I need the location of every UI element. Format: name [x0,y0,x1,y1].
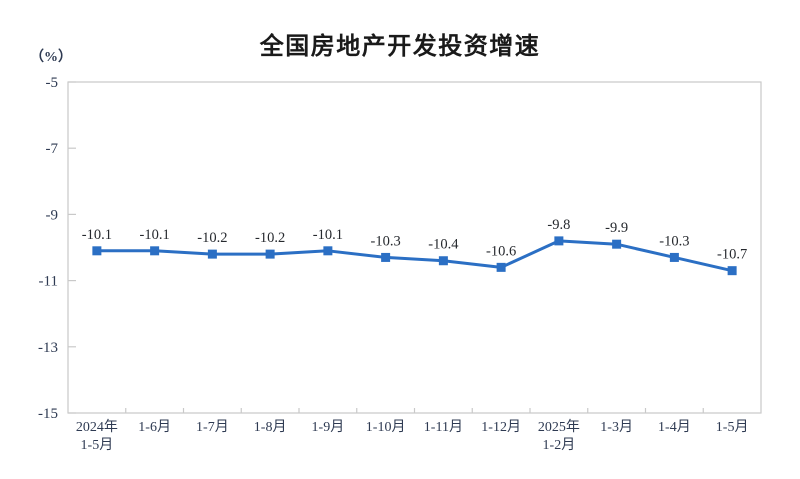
series-line [95,239,734,273]
data-point-marker [669,252,679,262]
x-axis-category-label: 1-3月 [600,419,633,435]
data-point-marker [612,239,622,249]
data-point-label: -10.3 [659,233,689,249]
data-point-label: -10.2 [197,230,227,246]
x-axis-category-label: 1-11月 [424,419,463,435]
x-axis-category-label: 1-6月 [138,419,171,435]
data-point-label: -10.7 [717,247,747,263]
x-axis-category-label: 1-12月 [481,419,521,435]
data-point-label: -10.1 [140,227,170,243]
data-point-label: -10.1 [82,227,112,243]
data-point-label: -10.6 [486,243,516,259]
x-axis-category-label: 2025年 1-2月 [538,419,580,453]
data-point-label: -9.9 [605,220,628,236]
y-axis-tick-label: -9 [46,207,59,223]
y-axis-unit-label: （%） [30,50,72,65]
data-point-label: -9.8 [547,217,570,233]
data-point-marker [207,249,217,259]
y-axis-tick-label: -13 [38,340,58,356]
plot-border [67,81,762,414]
x-axis-category-label: 1-7月 [196,419,229,435]
y-axis-tick-label: -7 [46,141,59,157]
y-axis-tick-label: -11 [39,274,58,290]
x-axis-category-label: 1-8月 [254,419,287,435]
data-point-label: -10.3 [371,233,401,249]
data-point-marker [265,249,275,259]
x-axis-category-label: 1-5月 [716,419,749,435]
data-point-label: -10.4 [428,237,459,253]
y-axis-tick-label: -5 [46,75,59,91]
data-point-marker [496,262,506,272]
data-point-marker [323,246,333,256]
data-point-marker [150,246,160,256]
data-point-marker [438,256,448,266]
data-point-marker [554,236,564,246]
data-point-label: -10.2 [255,230,285,246]
y-axis-tick-label: -15 [38,406,58,422]
chart-title: 全国房地产开发投资增速 [259,33,541,60]
x-axis-category-label: 1-10月 [366,419,406,435]
data-point-marker [381,252,391,262]
data-point-label: -10.1 [313,227,343,243]
x-axis-category-label: 1-9月 [312,419,345,435]
data-point-marker [727,266,737,276]
x-axis-category-label: 2024年 1-5月 [76,419,118,453]
data-point-marker [92,246,102,256]
x-axis-category-label: 1-4月 [658,419,691,435]
